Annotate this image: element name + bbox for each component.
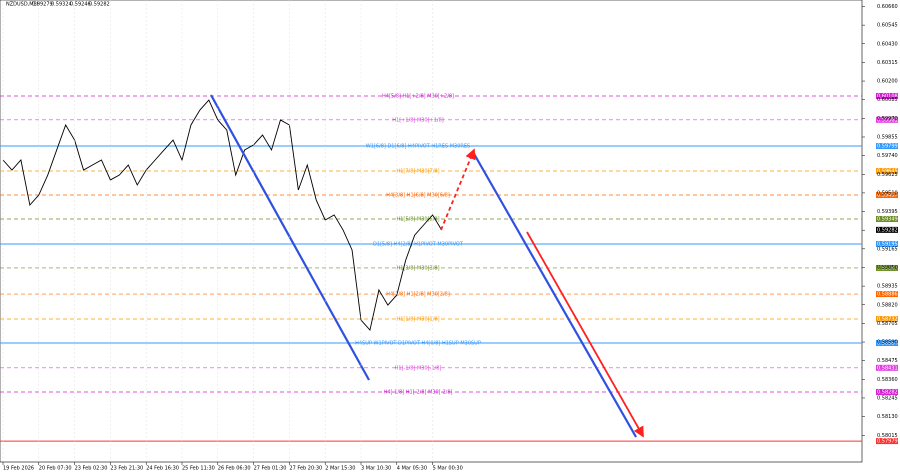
- y-tick-label: 0.58475: [877, 358, 898, 364]
- level-label: H4SUP W1PIVOT D1PIVOT H4[0/8] H1SUP M30S…: [355, 341, 481, 347]
- plot-area: [0, 0, 863, 463]
- y-tick-label: 0.58245: [877, 395, 898, 401]
- x-tick-label: 24 Feb 16:30: [146, 466, 179, 472]
- price-tag-label: 0.59349: [877, 217, 898, 223]
- x-tick-label: 4 Mar 05:30: [397, 466, 427, 472]
- y-tick-label: 0.59165: [877, 246, 898, 252]
- level-label: H1[-1/8] M30[-1/8]: [395, 365, 442, 371]
- x-tick-label: 19 Feb 2026: [3, 466, 34, 472]
- current-price-label: 0.59282: [877, 227, 898, 233]
- y-tick-label: 0.58015: [877, 433, 898, 439]
- price-tag: [876, 240, 898, 247]
- price-tag: [876, 438, 898, 445]
- y-tick-label: 0.58590: [877, 340, 898, 346]
- y-tick-label: 0.58360: [877, 377, 898, 383]
- price-tag: [876, 340, 898, 347]
- price-tag: [876, 92, 898, 99]
- price-tag-label: 0.58886: [877, 292, 898, 298]
- wave-line: [210, 94, 370, 381]
- x-tick-label: 20 Feb 07:30: [39, 466, 72, 472]
- high: 0.59324: [51, 2, 72, 8]
- low: 0.59246: [70, 2, 91, 8]
- y-tick-label: 0.58820: [877, 302, 898, 308]
- level-label: H4[3/8] H1[6/8] M30[6/8]: [386, 193, 450, 199]
- price-tag-label: 0.57979: [877, 439, 898, 445]
- y-tick-label: 0.58130: [877, 414, 898, 420]
- y-tick-label: 0.59740: [877, 153, 898, 159]
- price-tag: [876, 291, 898, 298]
- x-tick-label: 26 Feb 06:30: [218, 466, 251, 472]
- price-tag-label: 0.59799: [877, 144, 898, 150]
- y-tick-label: 0.60430: [877, 41, 898, 47]
- x-tick-label: 25 Feb 11:30: [182, 466, 215, 472]
- x-tick-label: 2 Mar 15:30: [325, 466, 355, 472]
- x-tick-label: 23 Feb 02:30: [75, 466, 108, 472]
- header: NZDUSD,M30 0.59279 0.59324 0.59246 0.592…: [6, 2, 110, 8]
- price-tag-label: 0.59047: [877, 265, 898, 271]
- y-tick-label: 0.59625: [877, 172, 898, 178]
- y-tick-label: 0.60315: [877, 60, 898, 66]
- x-tick-label: 27 Feb 20:30: [289, 466, 322, 472]
- y-tick-label: 0.59510: [877, 190, 898, 196]
- price-tag-label: 0.59497: [877, 193, 898, 199]
- price-tag-label: 0.59645: [877, 169, 898, 175]
- level-label: H1[1/8] M30[1/8]: [396, 317, 439, 323]
- price-tag: [876, 316, 898, 323]
- price-tag: [876, 388, 898, 395]
- price-line: [2, 99, 442, 332]
- up-arrow: [440, 148, 476, 231]
- symbol: NZDUSD,M30: [6, 2, 40, 8]
- level-label: H1[3/8] M30[3/8]: [396, 265, 439, 271]
- y-tick-label: 0.59050: [877, 265, 898, 271]
- price-tag: [876, 116, 898, 123]
- level-label: H4[-1/8] H1[-2/8] M30[-2/8]: [384, 389, 453, 395]
- y-tick-label: 0.58705: [877, 321, 898, 327]
- level-label: W1[6/8] D1[6/8] H4PIVOT H1RES M30RES: [366, 144, 470, 150]
- price-tag: [876, 143, 898, 150]
- price-tag-label: 0.58584: [877, 341, 898, 347]
- price-tag-label: 0.58282: [877, 389, 898, 395]
- y-tick-label: 0.60545: [877, 23, 898, 29]
- current-price-tag: [876, 226, 898, 233]
- price-tag: [876, 192, 898, 199]
- y-tick-label: 0.59970: [877, 116, 898, 122]
- price-tag-label: 0.59195: [877, 241, 898, 247]
- level-label: H1[7/8] M30[7/8]: [396, 169, 439, 175]
- level-label: H1[5/8] M30[5/8]: [396, 217, 439, 223]
- price-tag: [876, 364, 898, 371]
- y-tick-label: 0.60085: [877, 97, 898, 103]
- level-label: H1[+1/8] M30[+1/8]: [392, 117, 444, 123]
- x-tick-label: 23 Feb 21:30: [110, 466, 143, 472]
- y-tick-label: 0.60200: [877, 79, 898, 85]
- price-tag-label: 0.58732: [877, 317, 898, 323]
- down-arrow: [526, 231, 644, 438]
- y-tick-label: 0.60660: [877, 4, 898, 10]
- y-tick-label: 0.59395: [877, 209, 898, 215]
- level-label: H4[5/8] H1[+2/8] M30[+2/8]: [382, 93, 454, 99]
- open: 0.59279: [32, 2, 53, 8]
- x-tick-label: 3 Mar 10:30: [361, 466, 391, 472]
- price-tag: [876, 168, 898, 175]
- price-tag-label: 0.60108: [877, 93, 898, 99]
- price-tag: [876, 264, 898, 271]
- price-tag-label: 0.58431: [877, 365, 898, 371]
- y-tick-label: 0.58935: [877, 284, 898, 290]
- x-tick-label: 27 Feb 01:30: [254, 466, 287, 472]
- projection-line: [472, 151, 637, 438]
- close: 0.59282: [89, 2, 110, 8]
- price-tag-label: 0.59961: [877, 117, 898, 123]
- price-tag: [876, 216, 898, 223]
- level-label: D1[5/8] H4[2/8] H1PIVOT M30PIVOT: [373, 241, 464, 247]
- y-tick-label: 0.59855: [877, 134, 898, 140]
- level-label: H4[1/8] H1[2/8] M30[2/8]: [386, 292, 450, 298]
- x-tick-label: 5 Mar 00:30: [433, 466, 463, 472]
